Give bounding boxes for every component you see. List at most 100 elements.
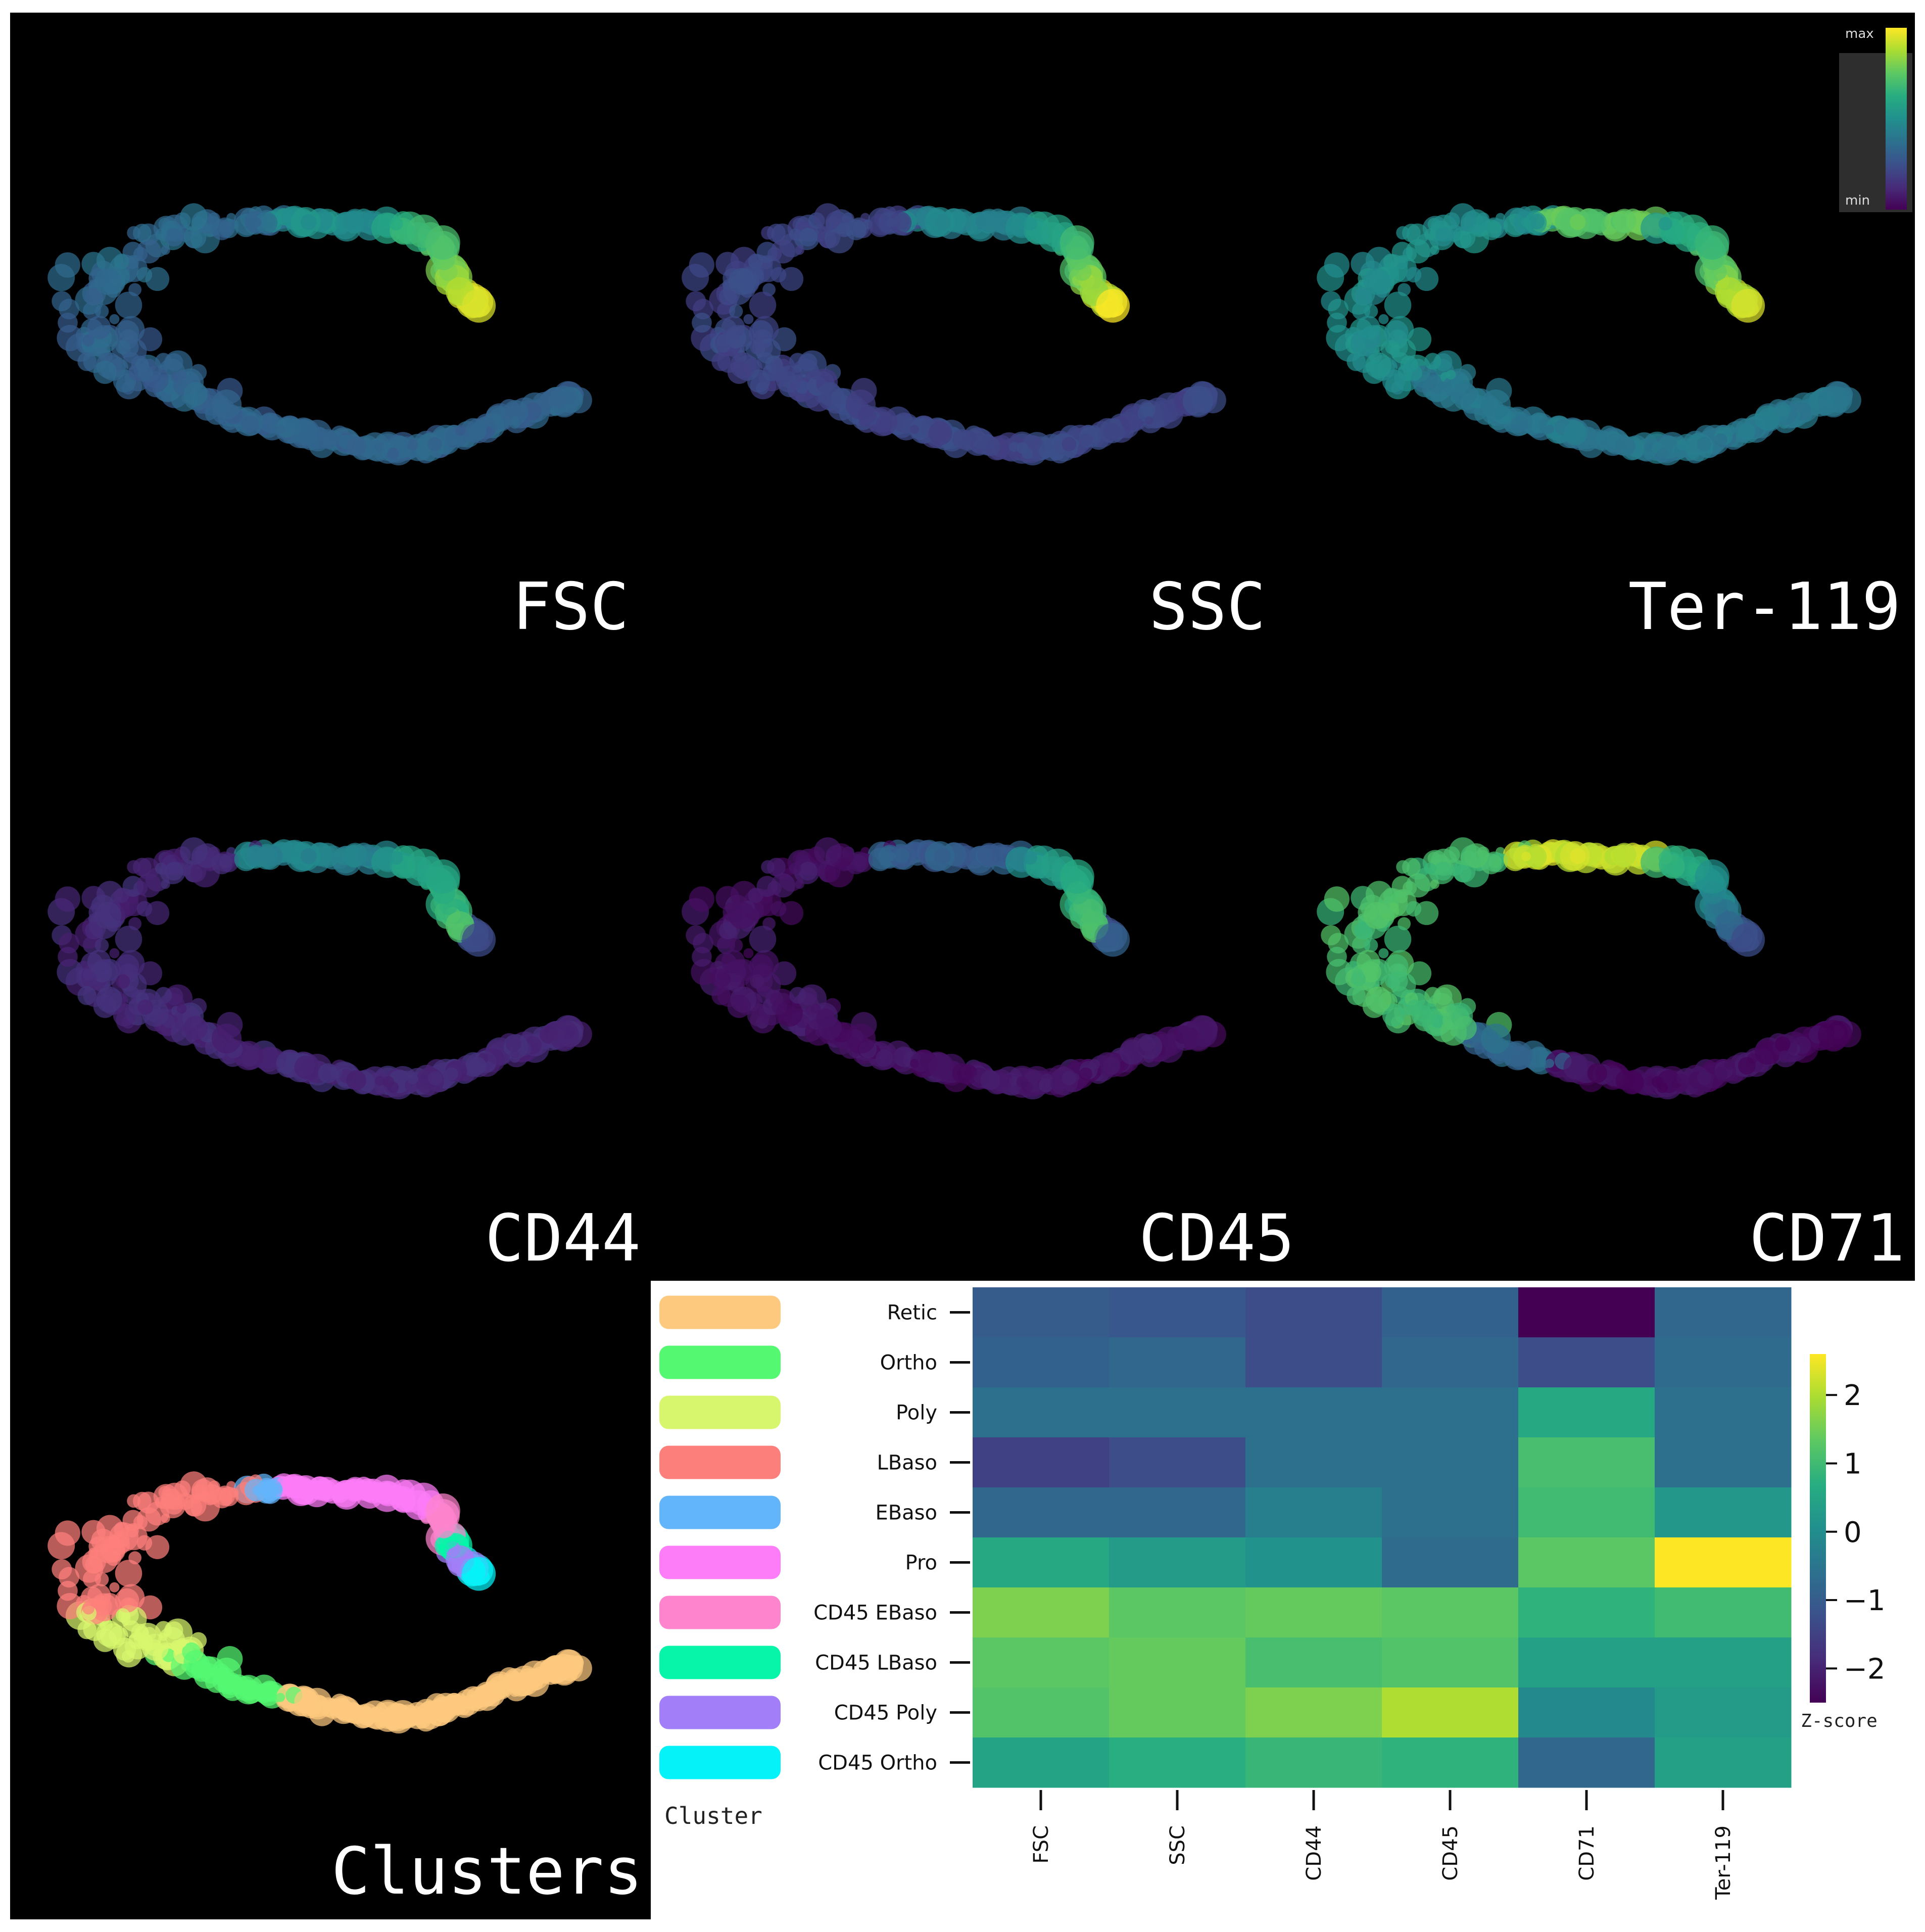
- umap-cell: [242, 1683, 259, 1701]
- heatmap-cell: [1245, 1637, 1382, 1688]
- umap-cell: [114, 888, 129, 903]
- umap-cell: [1724, 1059, 1736, 1070]
- umap-cell: [1714, 1067, 1727, 1081]
- umap-cell: [407, 439, 418, 451]
- umap-cell: [506, 402, 521, 418]
- umap-cell: [789, 987, 806, 1004]
- umap-cell: [109, 314, 120, 324]
- umap-cell: [93, 360, 117, 384]
- umap-cell: [161, 246, 170, 255]
- umap-cell: [318, 1697, 338, 1717]
- umap-cell: [260, 1482, 276, 1498]
- umap-cell: [389, 1485, 403, 1499]
- umap-cell: [115, 320, 139, 345]
- umap-cell: [1657, 448, 1668, 459]
- umap-cell: [727, 994, 751, 1018]
- umap-cell: [252, 1485, 262, 1495]
- heatmap-cell: [1109, 1587, 1246, 1638]
- panel-label-ter119: Ter-119: [1628, 569, 1901, 645]
- umap-cell: [1449, 203, 1477, 231]
- umap-cell: [93, 1628, 117, 1652]
- umap-cell: [506, 1670, 521, 1686]
- umap-cell: [1324, 252, 1350, 278]
- umap-cell: [211, 390, 242, 420]
- umap-cell: [814, 203, 842, 231]
- umap-cell: [343, 209, 367, 233]
- umap-cell: [1407, 999, 1422, 1015]
- umap-cell: [1545, 1058, 1554, 1068]
- umap-cell: [749, 320, 774, 345]
- umap-cell: [136, 1507, 161, 1532]
- umap-cell: [1424, 862, 1436, 875]
- umap-cell: [1383, 254, 1399, 269]
- umap-cell: [1362, 360, 1386, 384]
- umap-cell: [94, 938, 109, 952]
- umap-cell: [301, 1482, 317, 1499]
- umap-cell: [1775, 402, 1791, 418]
- umap-cell: [795, 880, 804, 889]
- umap-cell: [276, 424, 285, 434]
- umap-cell: [346, 1704, 366, 1724]
- umap-cell: [728, 268, 756, 295]
- umap-cell: [1658, 217, 1672, 231]
- row-label: Poly: [896, 1402, 937, 1425]
- umap-cell: [155, 862, 167, 875]
- umap-cell: [798, 861, 817, 881]
- heatmap-cell: [1518, 1737, 1655, 1788]
- umap-cell: [136, 901, 153, 917]
- umap-cell: [1424, 987, 1441, 1004]
- umap-cell: [301, 214, 317, 230]
- umap-cell: [1570, 214, 1586, 230]
- umap-cell: [183, 1650, 208, 1674]
- umap-cell: [510, 1684, 519, 1693]
- umap-cell: [767, 857, 786, 877]
- umap-cell: [155, 987, 172, 1004]
- umap-cell: [1724, 425, 1736, 436]
- umap-cell: [814, 837, 842, 865]
- umap-cell: [346, 436, 366, 456]
- colorbar-label: Z-score: [1801, 1711, 1878, 1731]
- heatmap-cell: [1655, 1587, 1792, 1638]
- umap-cell: [1433, 861, 1453, 881]
- row-label: EBaso: [875, 1502, 937, 1525]
- umap-cell: [136, 1535, 153, 1551]
- umap-cell: [462, 1557, 496, 1591]
- umap-cell: [252, 851, 262, 861]
- colorbar-tick-label: −1: [1844, 1584, 1886, 1617]
- umap-cell: [1563, 1055, 1587, 1080]
- umap-cell: [1402, 857, 1421, 877]
- umap-cell: [886, 217, 896, 227]
- umap-cell: [721, 950, 745, 974]
- umap-cell: [455, 1693, 466, 1704]
- umap-cell: [750, 340, 764, 355]
- umap-cell: [1521, 851, 1531, 861]
- umap-cell: [180, 1471, 208, 1499]
- heatmap-cell: [1518, 1587, 1655, 1638]
- umap-cell: [1385, 340, 1400, 355]
- panel-label-clusters: Clusters: [331, 1834, 643, 1909]
- umap-cell: [116, 974, 130, 989]
- cluster-swatch: [659, 1395, 781, 1429]
- heatmap-cell: [1518, 1487, 1655, 1538]
- umap-cd71: [1317, 837, 1861, 1100]
- umap-cell: [137, 365, 153, 381]
- small-colorbar: max min: [1839, 26, 1912, 212]
- umap-cell: [506, 1036, 521, 1052]
- umap-cell: [789, 353, 806, 370]
- umap-cell: [711, 352, 731, 371]
- umap-clusters: [47, 1471, 592, 1734]
- umap-cell: [980, 436, 1000, 456]
- umap-cell: [1327, 946, 1347, 967]
- umap-cell: [1346, 352, 1366, 371]
- umap-cell: [1453, 382, 1477, 406]
- umap-cell: [771, 239, 795, 264]
- column-label: CD44: [1303, 1825, 1326, 1881]
- umap-cell: [455, 425, 466, 436]
- umap-cell: [771, 873, 795, 898]
- umap-cell: [1480, 1024, 1511, 1054]
- umap-cell: [743, 314, 754, 324]
- umap-cell: [689, 886, 714, 912]
- cluster-swatch: [659, 1445, 781, 1479]
- umap-cell: [1612, 209, 1637, 233]
- umap-cell: [1695, 859, 1729, 894]
